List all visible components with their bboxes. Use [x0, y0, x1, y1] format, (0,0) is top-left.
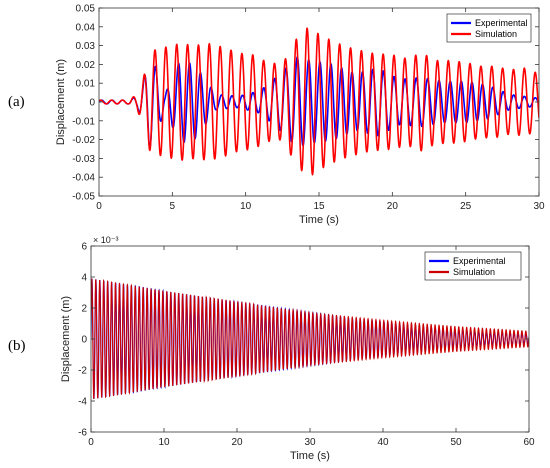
y-axis-label: Displacement (m) — [60, 296, 72, 382]
x-axis-label: Time (s) — [290, 450, 330, 462]
chart-panel-a: (a) 0 5 10 15 20 25 30 -0.05 -0.04 -0.03 -0.02 -0.01… — [8, 4, 545, 227]
y-tick-label: 0.03 — [76, 41, 96, 52]
y-tick-label: -0.02 — [72, 135, 95, 146]
x-tick-label: 30 — [533, 201, 545, 212]
y-tick-label: 0.01 — [76, 79, 96, 90]
y-tick-label: -0.03 — [72, 154, 95, 165]
x-tick-label: 10 — [240, 201, 252, 212]
y-tick-label: 0.02 — [76, 60, 96, 71]
x-tick-label: 40 — [377, 437, 389, 448]
legend-entry-experimental: Experimental — [475, 18, 528, 28]
y-tick-label: 0 — [81, 335, 87, 346]
y-tick-label: -0.04 — [72, 173, 95, 184]
legend-box — [424, 251, 522, 281]
x-tick-label: 25 — [460, 201, 472, 212]
legend-box — [446, 13, 532, 43]
y-tick-label: 4 — [81, 273, 87, 284]
y-tick-label: 6 — [81, 242, 87, 253]
y-tick-label: 0 — [89, 98, 95, 109]
y-tick-label: 0.04 — [76, 22, 96, 33]
series-group — [99, 27, 539, 176]
x-tick-label: 0 — [88, 437, 94, 448]
x-tick-label: 60 — [523, 437, 535, 448]
chart-panel-b: (b) 0 10 20 30 40 50 60 -6 -4 -2 0 2 4 6 Time (s) Displa… — [8, 235, 535, 462]
x-tick-label: 20 — [387, 201, 399, 212]
y-tick-label: -2 — [78, 366, 87, 377]
series-group — [91, 278, 529, 400]
x-tick-label: 15 — [313, 201, 325, 212]
series-line-simulation — [91, 278, 529, 400]
legend-entry-simulation: Simulation — [453, 267, 495, 277]
x-tick-label: 5 — [170, 201, 176, 212]
y-tick-label: -6 — [78, 428, 87, 439]
legend-entry-experimental: Experimental — [453, 256, 506, 266]
y-tick-label: 0.05 — [76, 4, 96, 15]
x-axis-label: Time (s) — [299, 214, 339, 226]
panel-label: (b) — [8, 338, 26, 354]
panel-label: (a) — [8, 94, 25, 110]
y-axis-label: Displacement (m) — [55, 59, 67, 145]
y-tick-label: -4 — [78, 397, 87, 408]
y-tick-label: 2 — [81, 304, 87, 315]
x-tick-label: 50 — [450, 437, 462, 448]
y-exponent-label: × 10⁻³ — [93, 235, 119, 245]
x-tick-label: 30 — [304, 437, 316, 448]
x-tick-label: 20 — [231, 437, 243, 448]
y-tick-label: -0.05 — [72, 192, 95, 203]
series-line-simulation — [99, 27, 539, 176]
x-tick-label: 0 — [96, 201, 102, 212]
y-tick-label: -0.01 — [72, 116, 95, 127]
x-tick-label: 10 — [158, 437, 170, 448]
legend-entry-simulation: Simulation — [475, 29, 517, 39]
